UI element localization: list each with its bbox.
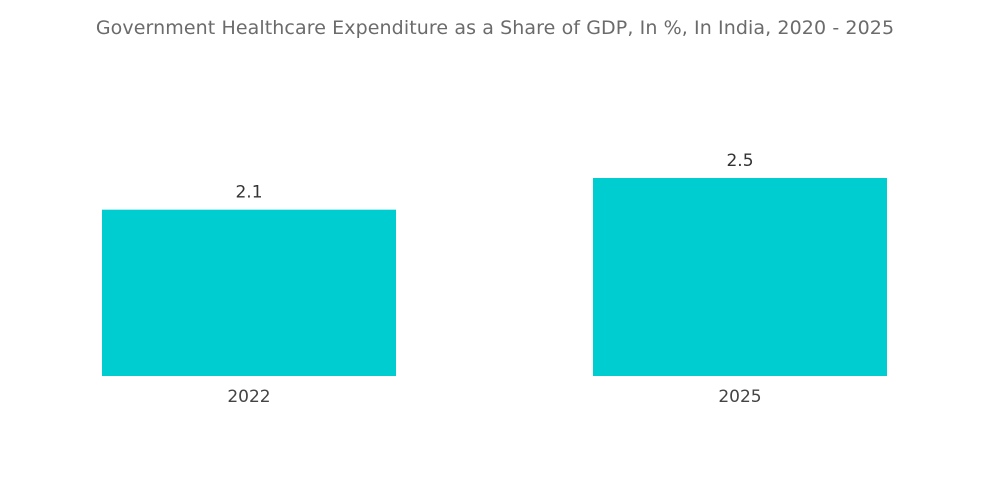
bar-2022 (102, 209, 396, 376)
x-tick-labels-group: 2022 2025 (227, 387, 761, 407)
bars-group (102, 178, 887, 376)
bar-2025 (593, 178, 887, 376)
data-labels-group: 2.1 2.5 (235, 151, 753, 203)
x-tick-label-2022: 2022 (227, 387, 270, 407)
x-tick-label-2025: 2025 (718, 387, 761, 407)
chart-title: Government Healthcare Expenditure as a S… (95, 17, 895, 39)
data-label-2022: 2.1 (235, 183, 262, 203)
data-label-2025: 2.5 (726, 151, 753, 171)
